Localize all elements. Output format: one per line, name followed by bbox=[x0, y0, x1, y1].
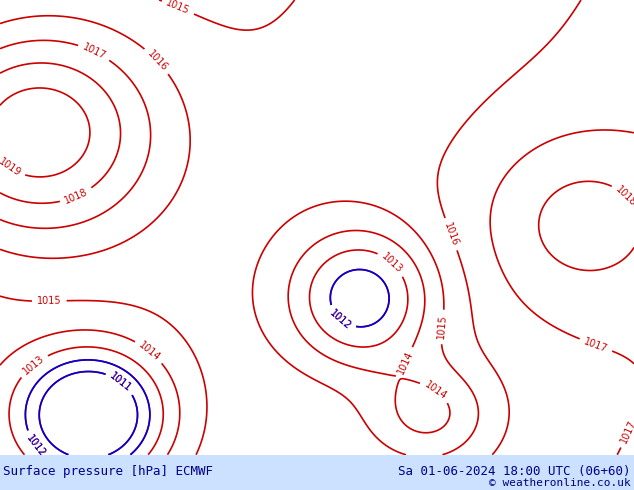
Text: 1012: 1012 bbox=[328, 308, 353, 331]
Text: 1015: 1015 bbox=[436, 314, 448, 340]
Text: 1015: 1015 bbox=[37, 296, 61, 306]
FancyBboxPatch shape bbox=[0, 455, 634, 490]
Text: 1012: 1012 bbox=[25, 433, 48, 459]
Text: 1013: 1013 bbox=[21, 353, 46, 377]
Text: Sa 01-06-2024 18:00 UTC (06+60): Sa 01-06-2024 18:00 UTC (06+60) bbox=[398, 465, 631, 478]
Text: 1011: 1011 bbox=[108, 371, 134, 393]
Text: 1017: 1017 bbox=[583, 336, 609, 354]
Text: 1018: 1018 bbox=[614, 184, 634, 208]
Text: 1016: 1016 bbox=[145, 49, 169, 73]
Text: © weatheronline.co.uk: © weatheronline.co.uk bbox=[489, 478, 631, 488]
Text: 1017: 1017 bbox=[619, 418, 634, 445]
Text: 1019: 1019 bbox=[0, 157, 22, 179]
Text: 1011: 1011 bbox=[108, 371, 134, 393]
Text: 1015: 1015 bbox=[165, 0, 191, 17]
Text: Surface pressure [hPa] ECMWF: Surface pressure [hPa] ECMWF bbox=[3, 465, 213, 478]
Text: 1013: 1013 bbox=[380, 251, 404, 275]
Text: 1014: 1014 bbox=[422, 380, 448, 402]
Text: 1012: 1012 bbox=[25, 433, 48, 459]
Text: 1018: 1018 bbox=[63, 187, 89, 206]
Text: 1014: 1014 bbox=[137, 340, 162, 363]
Text: 1012: 1012 bbox=[328, 308, 353, 331]
Text: 1017: 1017 bbox=[81, 42, 108, 62]
Text: 1014: 1014 bbox=[396, 350, 415, 376]
Text: 1016: 1016 bbox=[442, 221, 460, 247]
